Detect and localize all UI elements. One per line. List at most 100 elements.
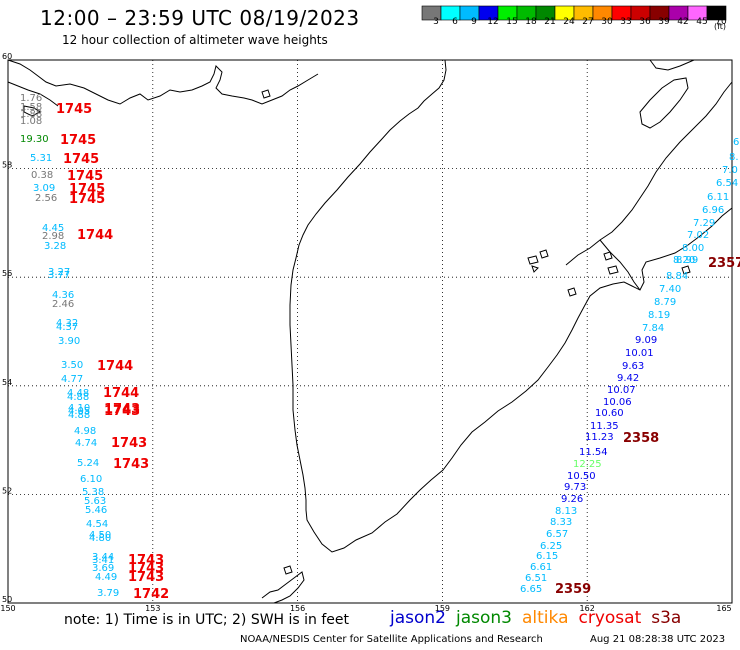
wave-height-label: 3.44 [92, 552, 114, 563]
footer-timestamp: Aug 21 08:28:38 UTC 2023 [590, 634, 726, 645]
wave-height-label: 5.31 [30, 153, 52, 164]
pass-time-label: 1743 [128, 553, 164, 568]
wave-height-label: 10.50 [567, 471, 596, 482]
scale-label: 3 [433, 17, 439, 27]
island-6 [567, 287, 577, 297]
wave-height-label: 2.98 [42, 231, 64, 242]
pass-time-label: 1743 [113, 457, 149, 472]
wave-height-label: 4.05 [68, 406, 90, 417]
kamchatka-east-coast [565, 81, 733, 266]
pass-time-label: 1744 [103, 386, 139, 401]
pass-time-label: 1744 [97, 359, 133, 374]
wave-height-label: 1.76 [20, 93, 42, 104]
satellite-altika: altika [522, 608, 569, 628]
wave-height-label: 10.06 [603, 397, 632, 408]
wave-height-label: 5.46 [85, 505, 107, 516]
wave-height-label: 8.19 [648, 310, 670, 321]
lon-label: 165 [716, 604, 731, 613]
lat-label: 56 [2, 269, 12, 278]
pass-time-label: 1743 [111, 436, 147, 451]
wave-height-label: 8. [729, 152, 739, 163]
wave-height-label: 6.96 [702, 205, 724, 216]
satellite-legend: jason2 jason3 altika cryosat s3a [390, 608, 691, 628]
wave-height-label: 7.40 [659, 284, 681, 295]
wave-height-label: 3.50 [61, 360, 83, 371]
wave-height-label: 9.09 [635, 335, 657, 346]
wave-height-label: 5.63 [84, 496, 106, 507]
wave-height-label: 4.80 [89, 533, 111, 544]
wave-height-label: 4.45 [42, 223, 64, 234]
footer-note: note: 1) Time is in UTC; 2) SWH is in fe… [64, 612, 350, 628]
wave-height-label: 4.54 [86, 519, 108, 530]
lat-label: 54 [2, 378, 12, 387]
pass-time-label: 1743 [128, 570, 164, 585]
karaginsky-island [639, 77, 689, 129]
wave-height-label: 3.79 [97, 588, 119, 599]
wave-height-label: 3.90 [58, 336, 80, 347]
pass-time-label: 2358 [623, 431, 659, 446]
wave-height-label: 10.01 [625, 348, 654, 359]
satellite-s3a: s3a [651, 608, 682, 628]
scale-label: 15 [506, 17, 518, 27]
map-frame [7, 59, 733, 604]
scale-label: 27 [582, 17, 594, 27]
pass-time-label: 1745 [63, 152, 99, 167]
wave-height-label: 8.20 [673, 255, 695, 266]
scale-label: 36 [639, 17, 651, 27]
scale-label: 12 [487, 17, 499, 27]
wave-height-label: 7.02 [687, 230, 709, 241]
pass-time-label: 1743 [104, 402, 140, 417]
wave-height-values: 1.761.581.881.08 19.30 5.31 0.38 3.092.56 4.4… [20, 93, 739, 599]
wave-height-label: 9.42 [617, 373, 639, 384]
scale-label: 30 [601, 17, 613, 27]
pass-time-label: 1745 [69, 182, 105, 197]
island-3 [539, 249, 549, 259]
kuril-islet [283, 565, 293, 575]
wave-height-label: 3.41 [92, 555, 114, 566]
wave-height-label: 9.26 [561, 494, 583, 505]
satellite-jason3: jason3 [456, 608, 512, 628]
wave-height-label: 6.57 [546, 529, 568, 540]
scale-label: 70 [715, 17, 727, 27]
wave-height-label: 11.35 [590, 421, 619, 432]
wave-height-label: 6.65 [520, 584, 542, 595]
scale-label: 45 [696, 17, 708, 27]
pass-time-label: 1743 [128, 561, 164, 576]
scale-label: 42 [677, 17, 689, 27]
wave-height-label: 4.74 [75, 438, 97, 449]
scale-swatch [706, 5, 727, 21]
wave-height-label: 8.99 [676, 255, 698, 266]
scale-label: 9 [471, 17, 477, 27]
kamchatka-gulf [599, 239, 641, 291]
lat-label: 58 [2, 161, 12, 170]
lon-label: 153 [145, 604, 160, 613]
north-island-small [261, 89, 271, 99]
island-4 [607, 265, 619, 275]
kamchatka-coast [289, 59, 733, 553]
satellite-cryosat: cryosat [578, 608, 642, 628]
pass-time-label: 1745 [67, 169, 103, 184]
wave-height-label: 4.32 [56, 318, 78, 329]
wave-height-label: 6.61 [530, 562, 552, 573]
wave-height-label: 3.27 [48, 267, 70, 278]
scale-label: 39 [658, 17, 670, 27]
wave-height-label: 8.84 [666, 271, 688, 282]
lat-lon-grid [8, 60, 732, 603]
pass-time-label: 1745 [69, 192, 105, 207]
wave-height-label: 5.24 [77, 458, 99, 469]
wave-height-label: 4.88 [67, 392, 89, 403]
wave-height-label: 8.13 [555, 506, 577, 517]
north-island [23, 105, 41, 117]
wave-height-label: 6.51 [525, 573, 547, 584]
satellite-jason2: jason2 [390, 608, 446, 628]
wave-height-label: 3.77 [48, 270, 70, 281]
wave-height-label: 2.46 [52, 299, 74, 310]
wave-height-label: 3.69 [92, 563, 114, 574]
lon-label: 156 [290, 604, 305, 613]
kuril-fragment [261, 571, 305, 604]
island-5 [603, 251, 613, 261]
map-subtitle: 12 hour collection of altimeter wave hei… [62, 33, 328, 47]
wave-height-label: 1.58 [20, 102, 42, 113]
wave-height-label: 4.36 [52, 290, 74, 301]
